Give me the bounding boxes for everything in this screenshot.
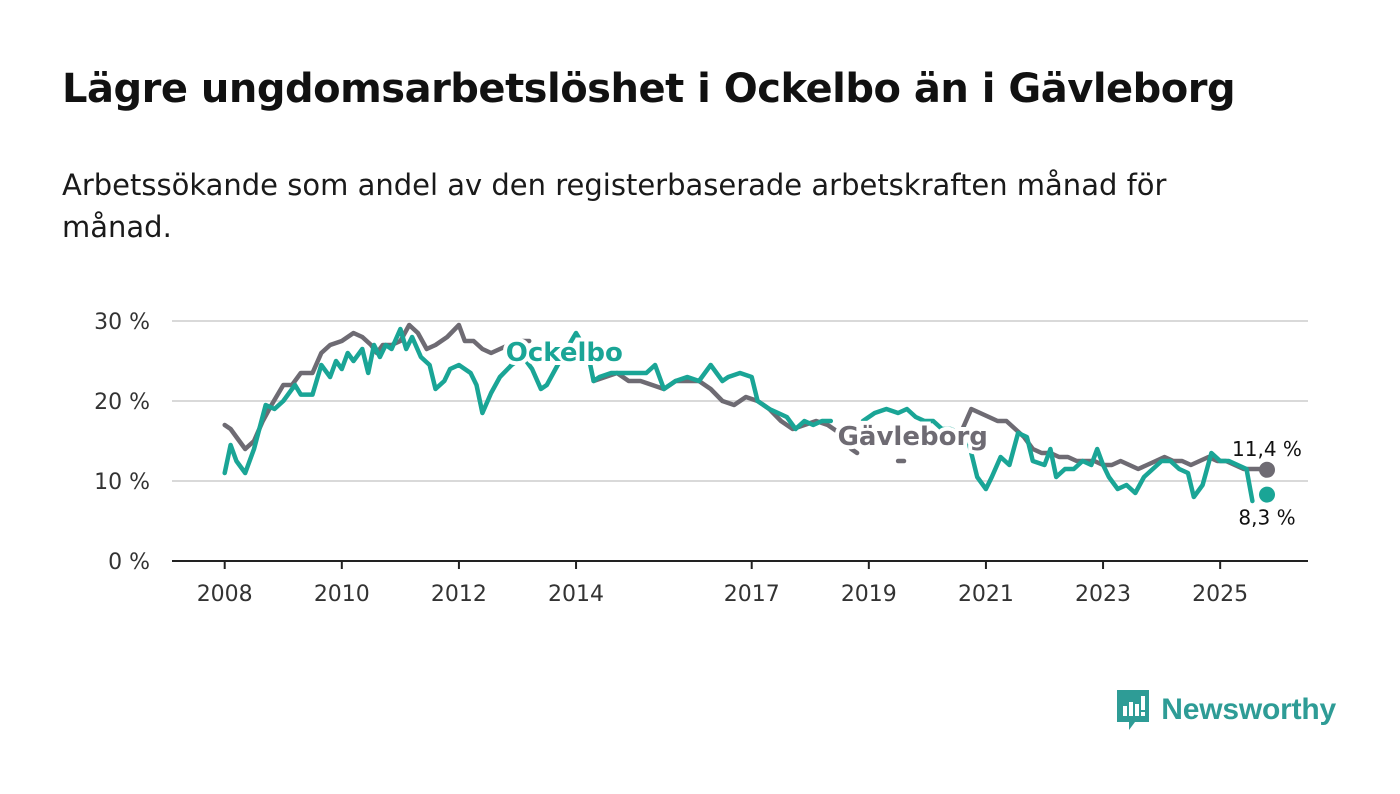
- series-labels: Ockelbo Gävleborg: [502, 334, 992, 456]
- y-axis-tick-labels: 0 % 10 % 20 % 30 %: [94, 310, 150, 575]
- y-tick-label: 20 %: [94, 390, 150, 415]
- y-tick-label: 10 %: [94, 470, 150, 495]
- series-lines: [222, 322, 1270, 504]
- x-tick-label: 2025: [1192, 582, 1248, 607]
- end-value-label: 8,3 %: [1238, 506, 1295, 530]
- y-tick-label: 30 %: [94, 310, 150, 335]
- end-marker: [1259, 486, 1276, 503]
- x-tick-label: 2019: [841, 582, 897, 607]
- x-tick-label: 2017: [724, 582, 780, 607]
- x-tick-label: 2014: [548, 582, 604, 607]
- x-tick-label: 2010: [314, 582, 370, 607]
- brand-logo: Newsworthy: [1115, 688, 1336, 732]
- x-tick-label: 2021: [958, 582, 1014, 607]
- chart-title: Lägre ungdomsarbetslöshet i Ockelbo än i…: [62, 66, 1236, 112]
- x-axis: 2008 2010 2012 2014 2017 2019 2021 2023 2025: [172, 560, 1308, 607]
- series-line-gavleborg: [591, 370, 860, 456]
- series-line-ockelbo: [860, 406, 1255, 504]
- series-label-gavleborg: Gävleborg: [838, 422, 988, 452]
- end-marker: [1259, 461, 1276, 478]
- x-tick-label: 2008: [197, 582, 253, 607]
- end-value-label: 11,4 %: [1232, 437, 1302, 461]
- x-tick-label: 2012: [431, 582, 487, 607]
- chart-subtitle: Arbetssökande som andel av den registerb…: [62, 168, 1167, 244]
- series-line-ockelbo: [222, 326, 834, 476]
- y-tick-label: 0 %: [108, 550, 150, 575]
- end-markers: 11,4 % 8,3 %: [1230, 434, 1305, 532]
- series-label-ockelbo: Ockelbo: [506, 338, 623, 368]
- series-line-gavleborg: [222, 322, 532, 452]
- newsworthy-logo-icon: [1117, 690, 1150, 730]
- x-tick-label: 2023: [1075, 582, 1131, 607]
- brand-name: Newsworthy: [1161, 693, 1336, 726]
